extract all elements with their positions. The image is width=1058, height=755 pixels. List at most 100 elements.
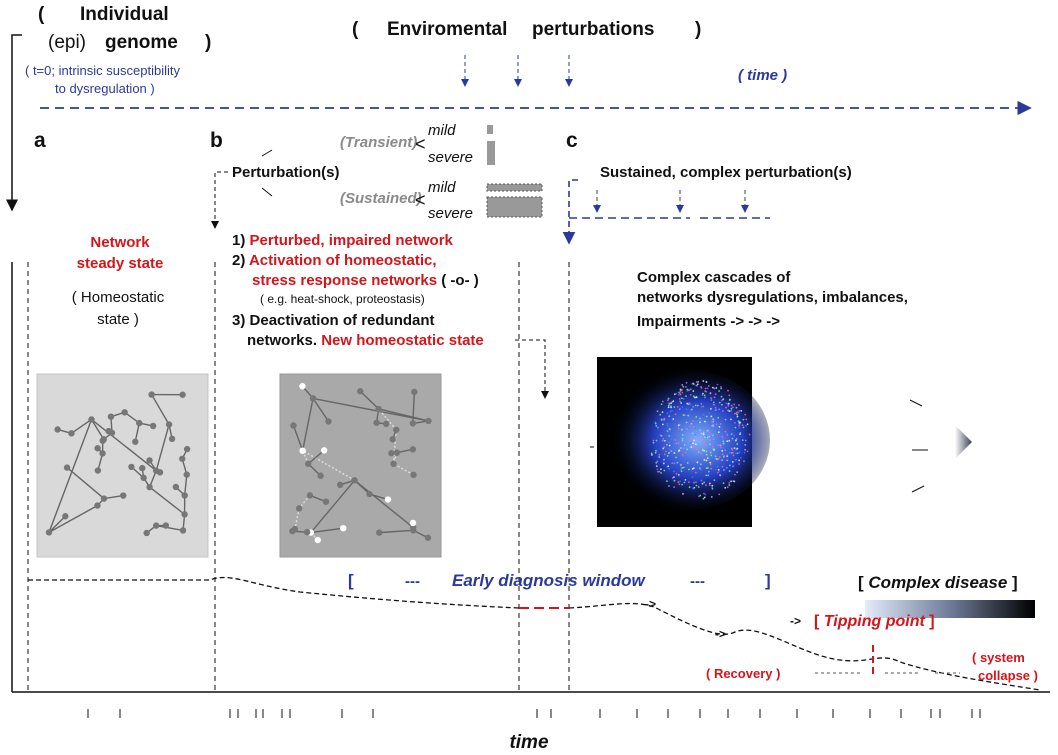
cloud-dot: [745, 424, 747, 427]
cloud-dot: [673, 452, 676, 454]
step: 1) Perturbed, impaired network: [232, 232, 454, 249]
cloud-dot: [730, 407, 733, 410]
cloud-dot: [730, 451, 733, 454]
node: [54, 426, 61, 433]
cloud-dot: [699, 463, 702, 466]
cloud-dot: [668, 415, 671, 418]
cloud-dot: [711, 386, 714, 389]
cloud-dot: [712, 438, 715, 441]
disease: [ Complex disease ]: [858, 573, 1018, 592]
progress-arrow: [955, 425, 972, 459]
cascade-text: Impairments -> -> ->: [637, 313, 780, 330]
cloud-dot: [692, 390, 695, 392]
b-brace: [261, 149, 273, 197]
cloud-dot: [665, 430, 668, 432]
cloud-dot: [725, 406, 727, 409]
cloud-dot: [746, 450, 749, 453]
cloud-dot: [724, 449, 727, 452]
node: [183, 445, 191, 453]
edge: [307, 449, 325, 465]
bracket: [: [348, 571, 354, 590]
cloud-dot: [688, 468, 690, 471]
step-num: 2): [232, 252, 245, 269]
step-symbol: ( -o- ): [441, 272, 478, 289]
cloud-dot: [711, 484, 714, 487]
cloud-dot: [739, 432, 742, 434]
window-dash: ---: [405, 573, 420, 590]
step-text: networks.: [247, 332, 317, 349]
node: [425, 417, 432, 425]
cloud-dot: [668, 428, 671, 430]
cloud-dot: [670, 402, 673, 405]
cloud-dot: [693, 444, 696, 447]
edge: [149, 486, 186, 515]
network-title: steady state: [77, 255, 164, 272]
cloud-dot: [705, 415, 708, 418]
epi: (epi): [48, 32, 86, 53]
edge: [294, 508, 300, 530]
cloud-dot: [712, 434, 714, 437]
cloud-dot: [731, 460, 734, 463]
cloud-dot: [704, 420, 707, 423]
cloud-dot: [681, 391, 684, 394]
node: [299, 447, 306, 454]
edge: [392, 429, 397, 464]
cloud-dot: [681, 467, 684, 469]
cloud-dot: [695, 415, 698, 418]
cloud-dot: [730, 409, 732, 412]
cloud-dot: [690, 452, 693, 455]
cloud-dot: [696, 383, 699, 386]
cloud-dot: [733, 434, 736, 437]
cloud-dot: [697, 381, 700, 383]
trajectory-arrow: ->: [645, 597, 656, 611]
cloud-dot: [693, 481, 695, 484]
cloud-dot: [672, 447, 675, 450]
environment-label: perturbations: [532, 19, 654, 40]
cloud-dot: [705, 484, 707, 487]
cloud-dot: [719, 423, 722, 425]
cloud-dot: [717, 465, 719, 468]
cloud-dot: [681, 439, 684, 442]
layout-lines: [6, 34, 1050, 718]
cloud-dot: [667, 406, 670, 409]
cloud-dot: [678, 483, 681, 486]
cloud-dot: [692, 425, 695, 428]
severe: severe: [428, 205, 473, 222]
edge: [412, 391, 416, 424]
cloud-dot: [698, 467, 701, 470]
cloud-dot: [727, 402, 730, 405]
cloud-dot: [705, 435, 708, 438]
cloud-dot: [716, 458, 719, 461]
step: stress response networks ( -o- ): [252, 272, 479, 289]
cloud-dot: [673, 393, 676, 396]
cloud-dot: [726, 440, 729, 443]
node: [105, 427, 112, 435]
cloud-dot: [655, 461, 658, 464]
cloud-dot: [681, 483, 683, 486]
node: [181, 511, 188, 518]
cloud-dot: [685, 408, 688, 411]
cloud-dot: [686, 428, 688, 430]
cloud-dot: [737, 411, 740, 414]
cloud-dot: [666, 480, 668, 483]
cloud-dot: [701, 449, 704, 452]
cloud-dot: [710, 435, 713, 437]
cloud-dot: [718, 390, 721, 392]
cloud-dot: [678, 408, 681, 411]
cloud-dot: [697, 486, 700, 488]
cloud-dot: [730, 447, 733, 450]
cloud-dot: [730, 404, 733, 407]
node: [291, 525, 299, 533]
network-note: ( Homeostatic: [72, 289, 165, 306]
cloud-dot: [693, 396, 696, 399]
cloud-dot: [679, 480, 681, 483]
cloud-dot: [708, 484, 711, 487]
cloud-dot: [672, 418, 675, 420]
cloud-dot: [662, 437, 665, 440]
edge: [155, 424, 170, 471]
edge: [48, 504, 98, 534]
cloud-dot: [694, 443, 697, 446]
node: [366, 490, 373, 498]
cloud-dot: [687, 421, 690, 424]
cloud-dot: [708, 431, 711, 434]
